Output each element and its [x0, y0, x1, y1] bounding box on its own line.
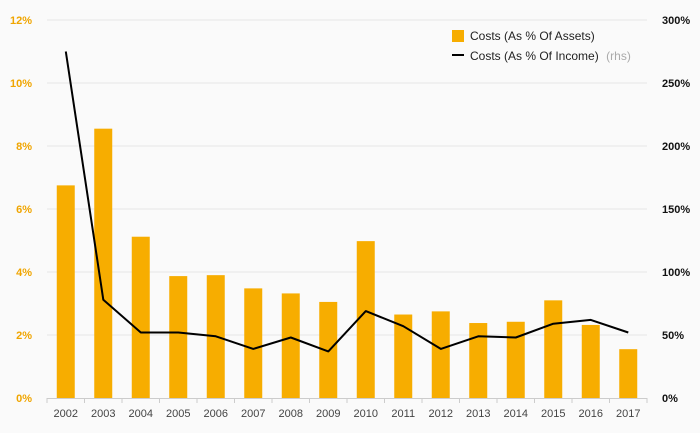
bar [506, 321, 525, 398]
left-tick-label: 4% [16, 267, 32, 279]
bar [431, 311, 450, 398]
bar [356, 241, 375, 398]
x-tick-label: 2014 [504, 408, 528, 420]
x-tick-label: 2010 [354, 408, 378, 420]
left-tick-label: 12% [10, 15, 32, 27]
bar [56, 185, 75, 398]
bar [544, 300, 563, 398]
left-tick-label: 2% [16, 330, 32, 342]
right-tick-label: 150% [662, 204, 690, 216]
legend: Costs (As % Of Assets) Costs (As % Of In… [452, 29, 631, 64]
bar [394, 314, 413, 398]
bar [244, 288, 263, 398]
x-tick-label: 2007 [241, 408, 265, 420]
x-tick-label: 2003 [91, 408, 115, 420]
legend-label-line: Costs (As % Of Income) [470, 49, 599, 63]
axes: 0% 2% 4% 6% 8% 10% 12% 0% 50% 100% 150% 200% 250% 300… [10, 15, 690, 420]
right-tick-label: 100% [662, 267, 690, 279]
x-tick-label: 2016 [579, 408, 603, 420]
x-tick-label: 2006 [204, 408, 228, 420]
left-tick-label: 6% [16, 204, 32, 216]
x-tick-label: 2008 [279, 408, 303, 420]
bar [469, 323, 488, 398]
x-tick-label: 2011 [391, 408, 415, 420]
legend-label-line-group: Costs (As % Of Income) (rhs) [470, 47, 631, 64]
x-tick-label: 2015 [541, 408, 565, 420]
left-tick-label: 0% [16, 393, 32, 405]
x-tick-label: 2004 [129, 408, 153, 420]
x-tick-label: 2002 [54, 408, 78, 420]
right-tick-label: 300% [662, 15, 690, 27]
bar [619, 349, 638, 398]
x-tick-label: 2009 [316, 408, 340, 420]
legend-swatch-bar [452, 30, 464, 42]
bar [169, 276, 188, 398]
x-tick-label: 2017 [616, 408, 640, 420]
left-tick-label: 10% [10, 78, 32, 90]
right-tick-label: 50% [662, 330, 684, 342]
legend-label-bar: Costs (As % Of Assets) [470, 29, 595, 43]
bar-series [56, 128, 638, 399]
bar [581, 324, 600, 398]
x-tick-label: 2013 [466, 408, 490, 420]
right-tick-label: 200% [662, 141, 690, 153]
income-cost-line [64, 51, 629, 353]
line-series [64, 51, 629, 353]
right-tick-label: 0% [662, 393, 678, 405]
x-tick-label: 2012 [429, 408, 453, 420]
bar [319, 301, 338, 398]
bar [94, 128, 113, 399]
left-tick-label: 8% [16, 141, 32, 153]
right-tick-label: 250% [662, 78, 690, 90]
legend-label-line-note: (rhs) [606, 49, 631, 63]
x-tick-label: 2005 [166, 408, 190, 420]
bar [131, 236, 150, 398]
bar [281, 293, 300, 398]
